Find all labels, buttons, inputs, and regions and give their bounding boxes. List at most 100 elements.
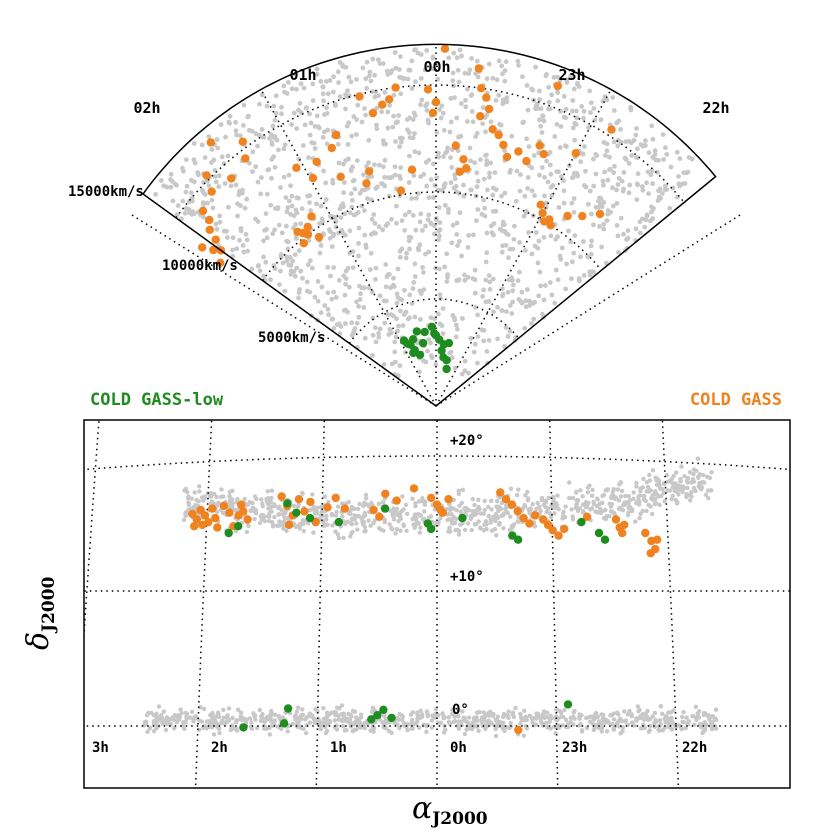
sky-parent-point [483,726,488,732]
wedge-parent-point [380,164,386,170]
wedge-parent-point [522,193,528,199]
wedge-parent-point [419,97,425,103]
sky-parent-point [341,711,346,716]
wedge-parent-point [429,355,435,361]
wedge-parent-point [601,182,606,188]
wedge-parent-point [272,164,278,170]
redshift-wedge: 02h 01h 00h 23h 22h 15000km/s 10000km/s … [68,43,743,407]
sky-parent-point [706,496,711,501]
sky-parent-point [196,499,201,504]
wedge-parent-point [437,227,443,233]
sky-parent-point [544,510,549,515]
sky-point-cold-gass [340,504,349,513]
sky-point-cold-gass [306,497,315,507]
wedge-parent-point [272,117,278,123]
wedge-parent-point [430,66,435,72]
wedge-parent-point [241,249,247,255]
wedge-parent-point [430,55,436,61]
sky-parent-point [451,514,456,520]
wedge-point-cold-gass [205,225,214,234]
sky-parent-point [214,494,219,500]
wedge-parent-point [559,245,565,251]
wedge-parent-point [255,179,261,185]
wedge-parent-point [226,204,231,210]
wedge-parent-point [488,223,494,229]
sky-parent-point [560,723,565,728]
wedge-parent-point [511,282,516,288]
sky-parent-point [619,488,625,494]
sky-parent-point [575,508,581,513]
sky-parent-point [545,725,550,730]
sky-parent-point [670,480,675,486]
sky-parent-point [230,497,235,502]
sky-parent-point [554,503,559,509]
wedge-parent-point [529,321,534,326]
sky-parent-point [491,514,496,520]
sky-point-cold-gass-low [234,522,243,531]
wedge-parent-point [237,188,242,194]
sky-parent-point [658,486,663,491]
wedge-parent-point [506,255,511,261]
sky-point-cold-gass-low [334,517,343,527]
wedge-parent-point [502,148,507,154]
wedge-parent-point [310,81,316,87]
sky-parent-point [197,484,202,489]
wedge-point-cold-gass [206,138,215,147]
sky-parent-point [586,500,591,506]
wedge-parent-point [369,216,375,222]
wedge-parent-point [331,289,337,295]
sky-parent-point [354,720,359,725]
sky-point-cold-gass [525,519,534,528]
sky-parent-point [291,503,297,509]
sky-parent-point [579,728,585,733]
wedge-parent-point [338,203,344,209]
sky-parent-point [232,507,237,513]
wedge-parent-point [428,340,433,346]
wedge-parent-point [277,282,282,287]
wedge-parent-point [423,159,429,165]
wedge-parent-point [286,172,292,178]
sky-parent-point [580,494,585,499]
wedge-parent-point [469,109,475,114]
sky-point-cold-gass [204,517,213,527]
wedge-parent-point [153,192,159,197]
wedge-point-cold-gass [514,147,523,156]
sky-parent-point [640,508,645,514]
wedge-parent-point [370,353,375,358]
wedge-parent-point [441,182,447,188]
sky-parent-point [484,723,490,728]
wedge-parent-point [502,190,508,196]
wedge-parent-point [361,172,366,178]
sky-parent-point [362,512,367,517]
wedge-parent-point [450,313,456,318]
wedge-parent-point [325,306,331,312]
wedge-parent-point [395,266,401,272]
wedge-parent-point [444,251,450,257]
wedge-parent-point [391,275,396,281]
wedge-parent-point [622,155,628,161]
sky-point-cold-gass [507,500,517,509]
sky-parent-point [710,714,715,719]
wedge-parent-point [426,120,431,126]
wedge-parent-point [449,165,455,170]
wedge-parent-point [362,335,368,341]
sky-parent-point [684,493,689,499]
wedge-parent-point [470,119,476,125]
wedge-parent-point [614,223,620,228]
sky-parent-point [163,727,169,733]
sky-parent-point [183,710,189,716]
sky-parent-point [259,714,264,719]
wedge-parent-point [191,179,197,185]
wedge-parent-point [601,226,607,232]
sky-ra-label: 23h [562,740,587,756]
wedge-parent-point [558,124,564,129]
wedge-parent-point [644,213,650,219]
sky-parent-point [681,484,686,490]
wedge-parent-point [527,298,532,304]
sky-parent-point [391,517,397,522]
wedge-parent-point [555,74,560,80]
sky-parent-point [619,507,624,512]
sky-parent-point [713,726,719,731]
wedge-parent-point [486,299,492,304]
